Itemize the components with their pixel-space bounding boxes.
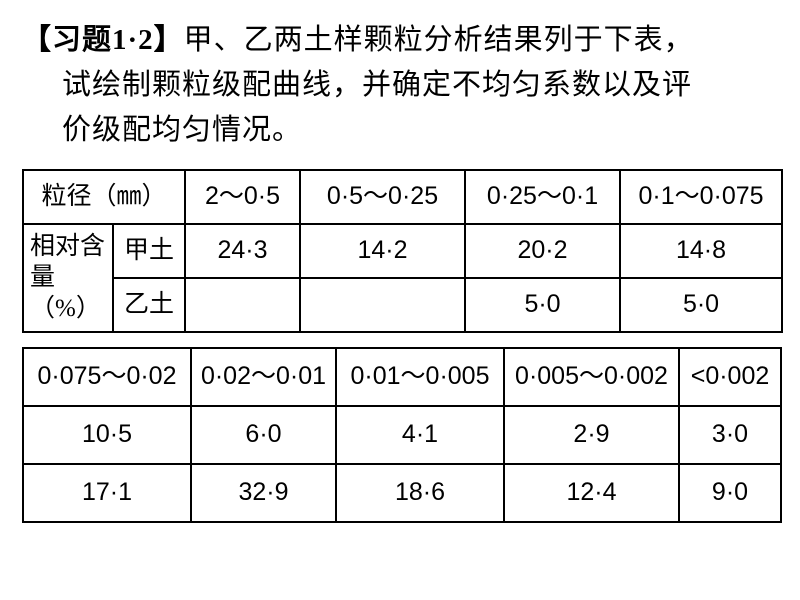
header-c3: 0·005～0·002 [504, 348, 679, 406]
table-row: 10·5 6·0 4·1 2·9 3·0 [23, 406, 781, 464]
cell [300, 278, 465, 332]
table-top: 粒径（㎜） 2～0·5 0·5～0·25 0·25～0·1 0·1～0·075 … [22, 169, 783, 333]
title-label: 【习题1·2】 [22, 24, 184, 56]
cell: 10·5 [23, 406, 191, 464]
cell: 3·0 [679, 406, 781, 464]
table-row: 粒径（㎜） 2～0·5 0·5～0·25 0·25～0·1 0·1～0·075 [23, 170, 782, 224]
row-yi-label: 乙土 [113, 278, 185, 332]
cell: 6·0 [191, 406, 336, 464]
cell [185, 278, 300, 332]
cell: 32·9 [191, 464, 336, 522]
table-row: 相对含量（%） 甲土 24·3 14·2 20·2 14·8 [23, 224, 782, 278]
cell: 12·4 [504, 464, 679, 522]
row-jia-label: 甲土 [113, 224, 185, 278]
header-c2: 0·01～0·005 [336, 348, 504, 406]
cell: 9·0 [679, 464, 781, 522]
header-particle-size: 粒径（㎜） [23, 170, 185, 224]
cell: 17·1 [23, 464, 191, 522]
header-c4: <0·002 [679, 348, 781, 406]
header-c3: 0·25～0·1 [465, 170, 620, 224]
header-c2: 0·5～0·25 [300, 170, 465, 224]
cell: 5·0 [620, 278, 782, 332]
cell: 18·6 [336, 464, 504, 522]
table-row: 0·075～0·02 0·02～0·01 0·01～0·005 0·005～0·… [23, 348, 781, 406]
header-c1: 2～0·5 [185, 170, 300, 224]
table-row: 乙土 5·0 5·0 [23, 278, 782, 332]
cell: 14·8 [620, 224, 782, 278]
cell: 4·1 [336, 406, 504, 464]
header-c4: 0·1～0·075 [620, 170, 782, 224]
cell: 20·2 [465, 224, 620, 278]
title-line2: 试绘制颗粒级配曲线，并确定不均匀系数以及评 [22, 63, 778, 108]
header-c0: 0·075～0·02 [23, 348, 191, 406]
problem-title: 【习题1·2】甲、乙两土样颗粒分析结果列于下表， 试绘制颗粒级配曲线，并确定不均… [22, 18, 778, 153]
cell: 14·2 [300, 224, 465, 278]
table-bottom: 0·075～0·02 0·02～0·01 0·01～0·005 0·005～0·… [22, 347, 782, 523]
row-relative-content: 相对含量（%） [23, 224, 113, 332]
cell: 5·0 [465, 278, 620, 332]
table-row: 17·1 32·9 18·6 12·4 9·0 [23, 464, 781, 522]
cell: 24·3 [185, 224, 300, 278]
title-line1: 甲、乙两土样颗粒分析结果列于下表， [184, 24, 694, 56]
cell: 2·9 [504, 406, 679, 464]
header-c1: 0·02～0·01 [191, 348, 336, 406]
title-line3: 价级配均匀情况。 [22, 108, 778, 153]
